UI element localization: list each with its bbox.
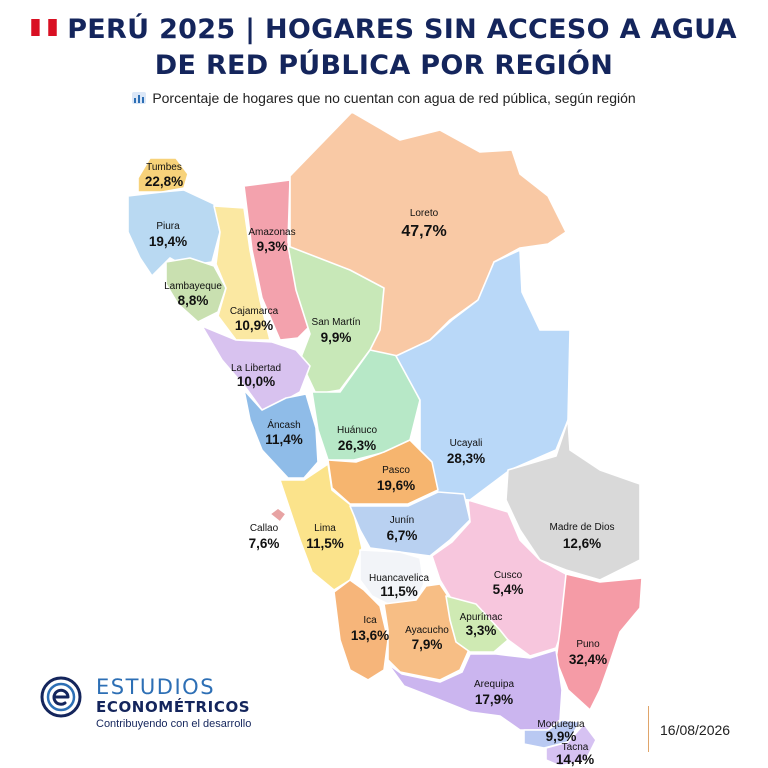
region-value-huanuco: 26,3%: [338, 438, 376, 453]
region-value-callao: 7,6%: [249, 536, 280, 551]
region-value-moquegua: 9,9%: [546, 729, 577, 744]
region-value-amazonas: 9,3%: [257, 239, 288, 254]
region-name-amazonas: Amazonas: [248, 227, 295, 238]
brand-name-line-1: ESTUDIOS: [96, 675, 216, 699]
region-name-madre-de-dios: Madre de Dios: [549, 522, 614, 533]
region-name-cusco: Cusco: [494, 570, 523, 581]
region-name-piura: Piura: [156, 221, 180, 232]
title-text-1: PERÚ 2025 | HOGARES SIN ACCESO A AGUA: [67, 14, 737, 45]
region-name-arequipa: Arequipa: [474, 679, 514, 690]
region-value-lima: 11,5%: [306, 536, 344, 551]
region-value-san-martin: 9,9%: [321, 330, 352, 345]
region-name-lambayeque: Lambayeque: [164, 281, 222, 292]
region-value-apurimac: 3,3%: [466, 623, 497, 638]
region-value-tacna: 14,4%: [556, 752, 594, 767]
region-name-apurimac: Apurímac: [460, 612, 503, 623]
region-name-huanuco: Huánuco: [337, 425, 377, 436]
region-name-cajamarca: Cajamarca: [230, 306, 279, 317]
region-pasco: [327, 439, 439, 505]
brand-name-line-2: ECONOMÉTRICOS: [96, 698, 251, 716]
region-ancash: [243, 389, 319, 479]
region-value-puno: 32,4%: [569, 652, 607, 667]
region-value-lambayeque: 8,8%: [178, 293, 209, 308]
region-name-la-libertad: La Libertad: [231, 363, 281, 374]
region-callao: [269, 507, 287, 523]
region-ica: [333, 579, 389, 681]
page-title-line-2: DE RED PÚBLICA POR REGIÓN: [154, 50, 614, 81]
region-junin: [349, 491, 471, 557]
publication-date: 16/08/2026: [660, 722, 731, 738]
region-tumbes: [137, 157, 189, 193]
region-moquegua: [523, 719, 581, 749]
region-name-huancavelica: Huancavelica: [369, 573, 429, 584]
region-arequipa: [387, 649, 563, 731]
subtitle: Porcentaje de hogares que no cuentan con…: [0, 90, 768, 106]
region-name-junin: Junín: [390, 515, 414, 526]
region-amazonas: [243, 179, 315, 341]
region-name-moquegua: Moquegua: [537, 719, 585, 730]
region-san-martin: [287, 245, 385, 395]
region-name-loreto: Loreto: [410, 208, 439, 219]
region-name-pasco: Pasco: [382, 465, 410, 476]
subtitle-text: Porcentaje de hogares que no cuentan con…: [152, 90, 636, 106]
region-value-arequipa: 17,9%: [475, 692, 513, 707]
region-name-ucayali: Ucayali: [450, 438, 483, 449]
region-lambayeque: [165, 257, 227, 323]
region-value-loreto: 47,7%: [401, 223, 446, 240]
region-name-callao: Callao: [250, 523, 279, 534]
brand-tagline: Contribuyendo con el desarrollo: [96, 718, 252, 730]
region-name-ancash: Áncash: [267, 418, 300, 431]
region-value-ucayali: 28,3%: [447, 451, 485, 466]
region-tacna: [545, 723, 597, 767]
region-apurimac: [445, 595, 509, 653]
region-name-lima: Lima: [314, 523, 336, 534]
region-name-tumbes: Tumbes: [146, 162, 182, 173]
region-value-ancash: 11,4%: [265, 432, 303, 447]
page-title-line-1: PERÚ 2025 | HOGARES SIN ACCESO A AGUA: [0, 14, 768, 45]
region-lima: [279, 463, 363, 591]
peru-flag-icon: [31, 19, 57, 36]
estudios-econometricos-logo: [40, 676, 82, 718]
region-value-tumbes: 22,8%: [145, 174, 183, 189]
bar-chart-icon: [132, 92, 147, 104]
footer-divider: [648, 706, 649, 752]
region-value-piura: 19,4%: [149, 234, 187, 249]
region-name-puno: Puno: [576, 639, 600, 650]
region-value-la-libertad: 10,0%: [237, 374, 275, 389]
region-name-san-martin: San Martín: [312, 317, 361, 328]
region-la-libertad: [201, 325, 311, 411]
region-value-madre-de-dios: 12,6%: [563, 536, 601, 551]
region-value-junin: 6,7%: [387, 528, 418, 543]
region-value-pasco: 19,6%: [377, 478, 415, 493]
region-name-ayacucho: Ayacucho: [405, 625, 449, 636]
region-value-cajamarca: 10,9%: [235, 318, 273, 333]
region-value-cusco: 5,4%: [493, 582, 524, 597]
region-name-ica: Ica: [363, 615, 377, 626]
region-name-tacna: Tacna: [562, 742, 589, 753]
region-value-ica: 13,6%: [351, 628, 389, 643]
region-madre-de-dios: [505, 419, 641, 581]
region-value-ayacucho: 7,9%: [412, 637, 443, 652]
region-value-huancavelica: 11,5%: [380, 584, 418, 599]
